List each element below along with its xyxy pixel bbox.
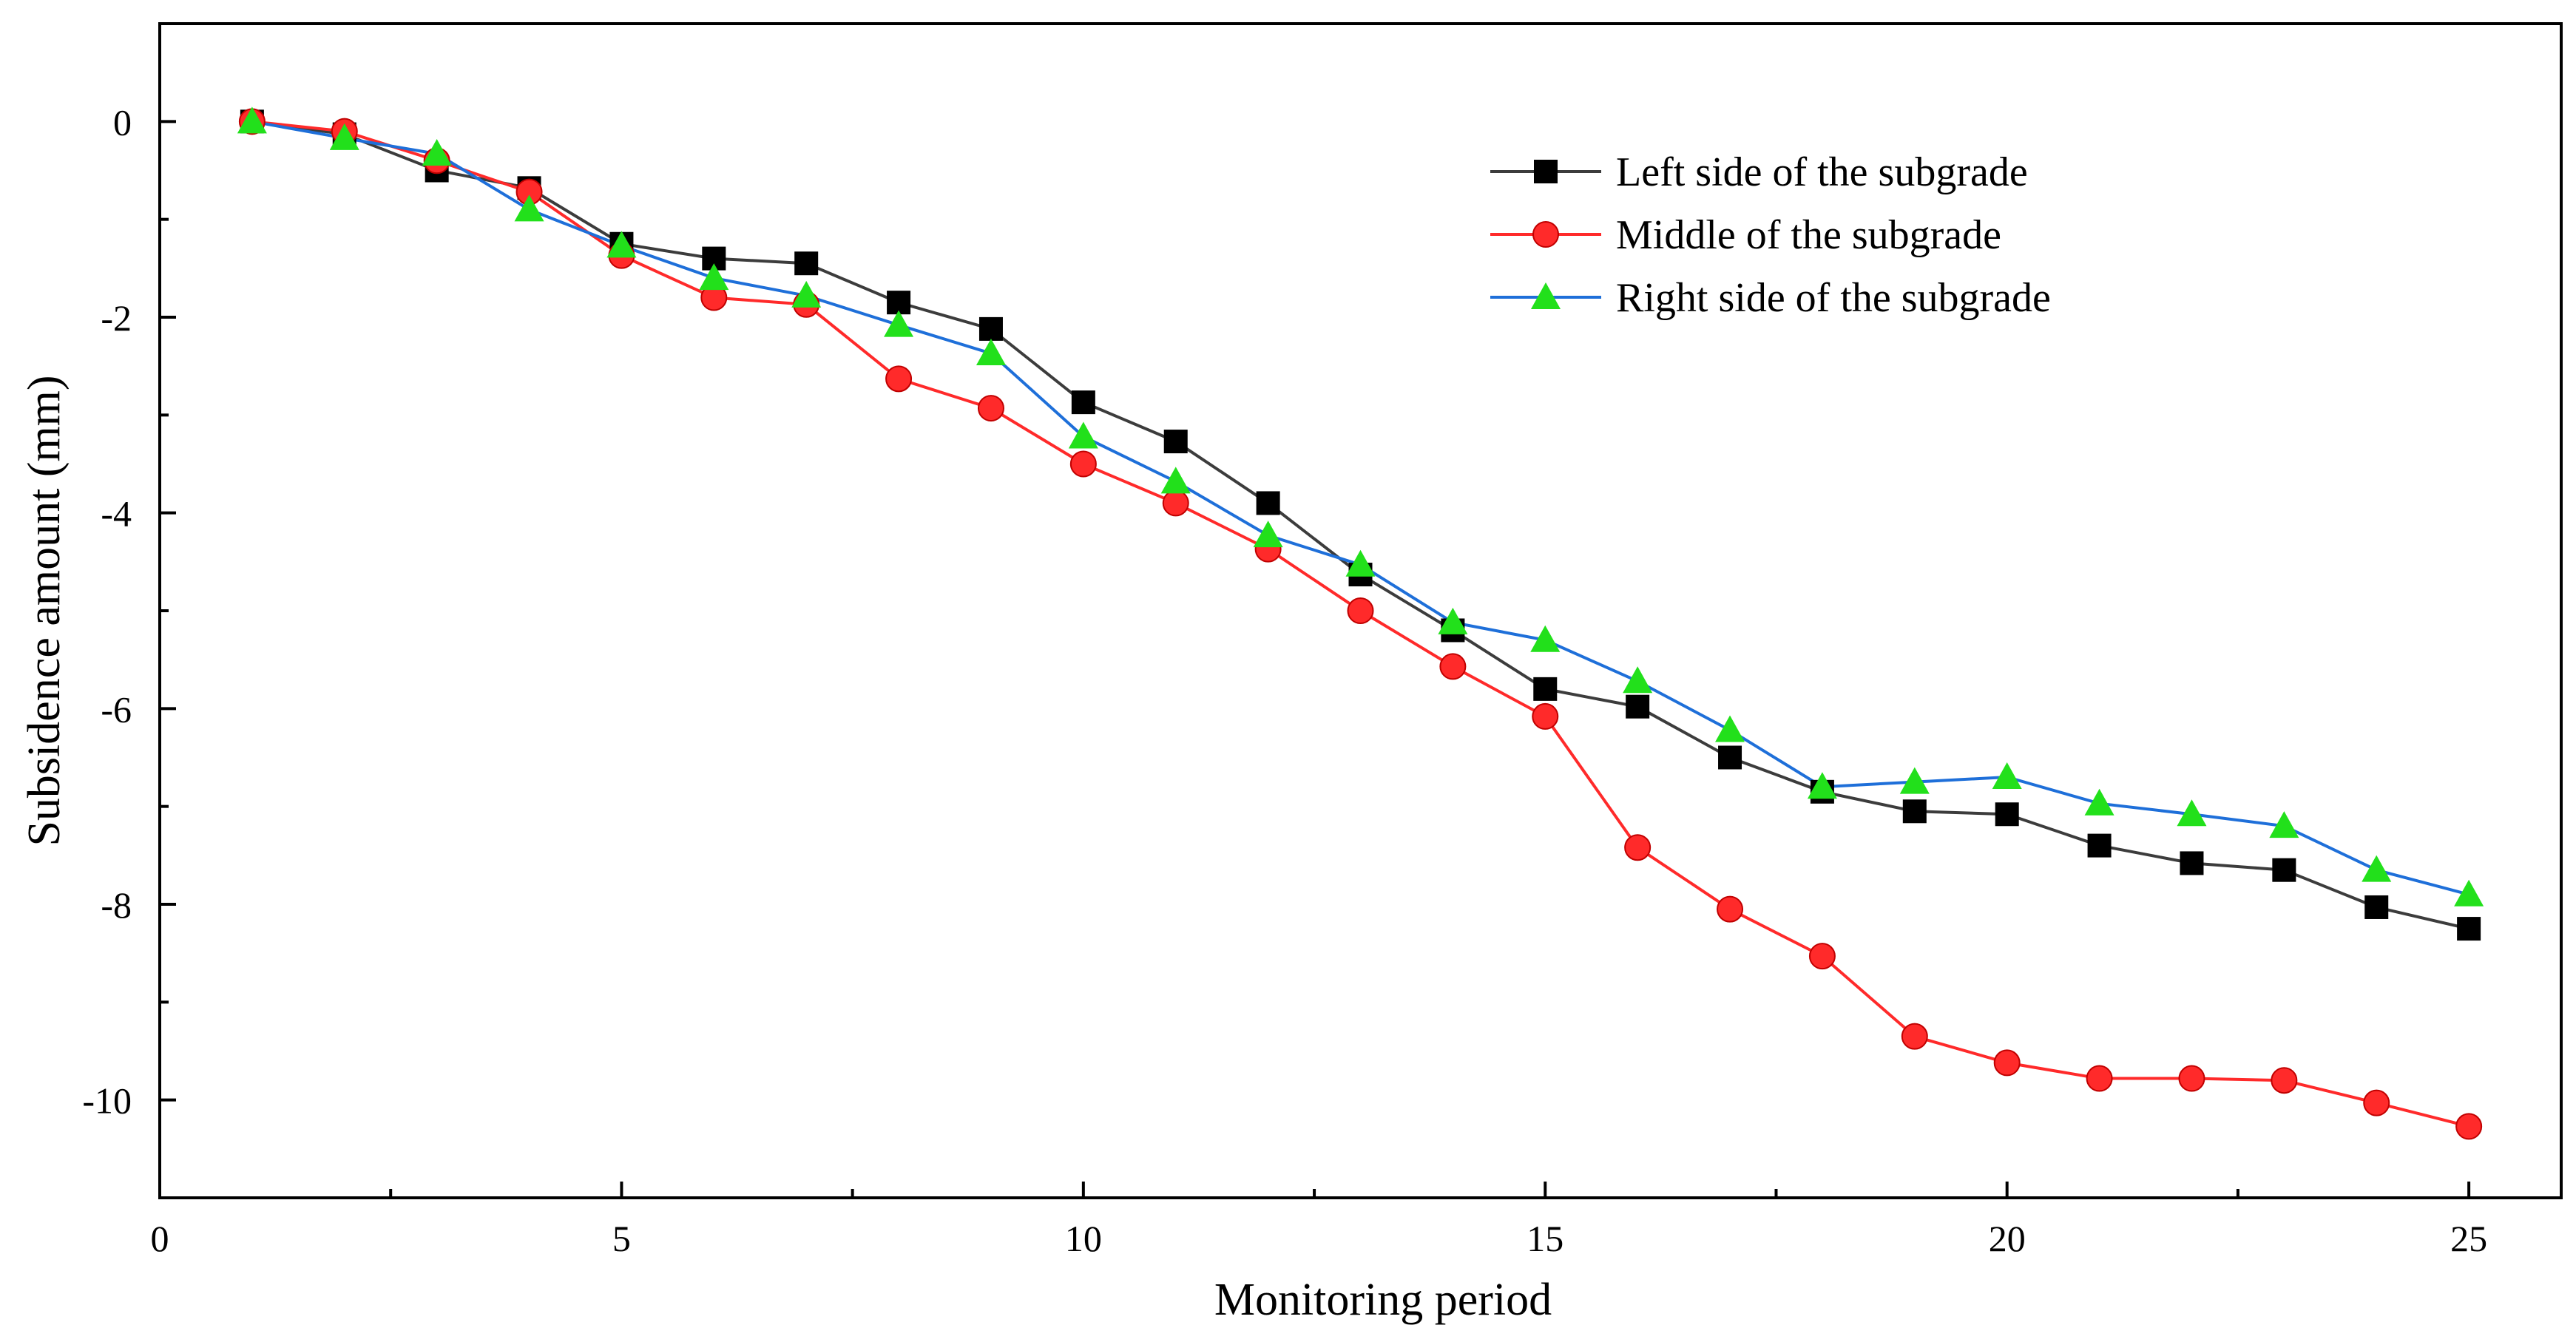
data-point-left-side-of-the-subgrade-7	[794, 251, 819, 276]
x-tick-label-20: 20	[1989, 1218, 2026, 1259]
data-point-right-side-of-the-subgrade-14	[1438, 607, 1468, 634]
legend-marker-left-side-of-the-subgrade	[1534, 160, 1558, 183]
data-point-right-side-of-the-subgrade-5	[606, 231, 637, 258]
data-point-right-side-of-the-subgrade-11	[1160, 467, 1191, 494]
x-tick-label-25: 25	[2450, 1218, 2487, 1259]
data-point-right-side-of-the-subgrade-19	[1899, 767, 1930, 794]
data-point-right-side-of-the-subgrade-17	[1715, 715, 1745, 742]
data-point-right-side-of-the-subgrade-9	[976, 338, 1006, 365]
data-point-middle-of-the-subgrade-21	[2086, 1065, 2113, 1092]
y-axis-title: Subsidence amount (mm)	[19, 375, 70, 846]
data-point-right-side-of-the-subgrade-2	[329, 123, 359, 150]
data-point-middle-of-the-subgrade-19	[1901, 1023, 1928, 1050]
data-point-right-side-of-the-subgrade-13	[1345, 549, 1376, 577]
legend: Left side of the subgrade Middle of the s…	[1490, 149, 2051, 321]
y-tick-label--6: -6	[101, 688, 132, 730]
data-point-right-side-of-the-subgrade-16	[1623, 666, 1653, 694]
data-point-right-side-of-the-subgrade-12	[1253, 521, 1283, 548]
data-point-middle-of-the-subgrade-23	[2271, 1067, 2298, 1094]
data-point-right-side-of-the-subgrade-6	[699, 263, 729, 291]
data-point-right-side-of-the-subgrade-18	[1807, 772, 1837, 799]
data-point-middle-of-the-subgrade-14	[1439, 653, 1467, 680]
y-tick-label--4: -4	[101, 493, 132, 535]
y-axis-ticks: 0 -2 -4 -6 -8 -10	[82, 22, 176, 1199]
data-point-right-side-of-the-subgrade-1	[237, 106, 267, 134]
data-point-middle-of-the-subgrade-15	[1532, 702, 1559, 730]
data-point-middle-of-the-subgrade-22	[2178, 1065, 2205, 1092]
data-point-left-side-of-the-subgrade-12	[1256, 491, 1280, 515]
data-point-left-side-of-the-subgrade-23	[2272, 858, 2296, 882]
data-point-middle-of-the-subgrade-11	[1162, 489, 1189, 517]
data-point-middle-of-the-subgrade-9	[977, 395, 1004, 422]
data-point-right-side-of-the-subgrade-8	[884, 310, 914, 337]
data-point-right-side-of-the-subgrade-21	[2084, 788, 2114, 816]
y-tick-label-0: 0	[113, 101, 132, 143]
legend-marker-middle-of-the-subgrade	[1532, 221, 1559, 248]
x-axis-title: Monitoring period	[1214, 1275, 1552, 1325]
series-line-right-side-of-the-subgrade	[251, 120, 2469, 896]
data-point-left-side-of-the-subgrade-19	[1902, 799, 1927, 824]
legend-marker-right-side-of-the-subgrade	[1531, 282, 1561, 309]
data-point-middle-of-the-subgrade-24	[2363, 1089, 2390, 1116]
data-point-right-side-of-the-subgrade-20	[1992, 762, 2022, 789]
data-point-middle-of-the-subgrade-25	[2455, 1113, 2483, 1140]
x-tick-label-15: 15	[1527, 1218, 1563, 1259]
x-axis-ticks: 0 5 10 15 20 25	[151, 1182, 2487, 1259]
data-point-left-side-of-the-subgrade-11	[1163, 430, 1188, 454]
data-point-left-side-of-the-subgrade-20	[1995, 802, 2019, 827]
series-markers	[237, 106, 2484, 1140]
data-point-left-side-of-the-subgrade-16	[1626, 694, 1650, 719]
data-point-middle-of-the-subgrade-17	[1717, 895, 1744, 923]
data-point-left-side-of-the-subgrade-15	[1533, 677, 1558, 701]
data-point-left-side-of-the-subgrade-25	[2457, 917, 2481, 941]
legend-label-middle-of-the-subgrade: Middle of the subgrade	[1616, 212, 2001, 258]
x-tick-label-5: 5	[612, 1218, 631, 1259]
data-point-right-side-of-the-subgrade-22	[2177, 799, 2207, 827]
data-point-left-side-of-the-subgrade-24	[2364, 895, 2389, 919]
x-tick-label-10: 10	[1065, 1218, 1102, 1259]
data-point-right-side-of-the-subgrade-7	[791, 280, 822, 308]
x-tick-label-0: 0	[151, 1218, 169, 1259]
data-point-right-side-of-the-subgrade-3	[422, 139, 452, 166]
data-point-left-side-of-the-subgrade-9	[978, 316, 1003, 341]
data-point-middle-of-the-subgrade-8	[885, 365, 913, 393]
y-tick-label--10: -10	[82, 1080, 132, 1122]
data-point-middle-of-the-subgrade-18	[1808, 943, 1836, 970]
data-point-middle-of-the-subgrade-20	[1993, 1049, 2021, 1077]
data-point-right-side-of-the-subgrade-15	[1530, 625, 1561, 652]
data-point-right-side-of-the-subgrade-10	[1068, 421, 1098, 449]
legend-label-left-side-of-the-subgrade: Left side of the subgrade	[1616, 149, 2028, 195]
y-tick-label--8: -8	[101, 884, 132, 926]
data-point-left-side-of-the-subgrade-17	[1718, 745, 1742, 770]
data-point-right-side-of-the-subgrade-25	[2454, 879, 2484, 906]
y-tick-label--2: -2	[101, 297, 132, 339]
data-point-middle-of-the-subgrade-16	[1624, 834, 1652, 861]
data-point-middle-of-the-subgrade-13	[1347, 597, 1374, 624]
data-point-right-side-of-the-subgrade-24	[2362, 855, 2392, 882]
data-point-middle-of-the-subgrade-10	[1069, 450, 1097, 478]
data-point-left-side-of-the-subgrade-21	[2087, 833, 2112, 858]
legend-label-right-side-of-the-subgrade: Right side of the subgrade	[1616, 275, 2051, 321]
data-point-left-side-of-the-subgrade-22	[2180, 851, 2204, 875]
data-point-right-side-of-the-subgrade-23	[2269, 811, 2299, 838]
data-point-left-side-of-the-subgrade-10	[1071, 390, 1095, 415]
data-point-right-side-of-the-subgrade-4	[514, 194, 544, 222]
